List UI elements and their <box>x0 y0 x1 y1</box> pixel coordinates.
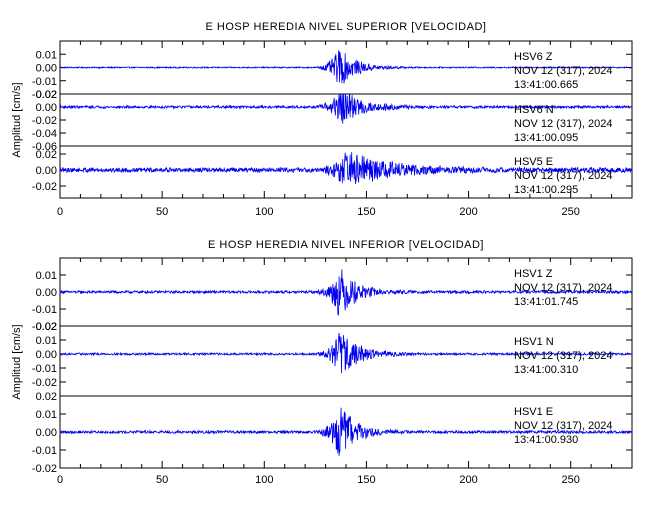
trace-hsv1-e: 0.02 0.01 0.00 -0.01 -0.02 HSV1 E NOV 12 (317)… <box>32 391 633 475</box>
date-label: NOV 12 (317), 2024 <box>514 282 612 294</box>
y-tick-label: -0.04 <box>32 128 57 140</box>
waveform-line <box>59 152 633 185</box>
trace-hsv5-e: 0.02 0.00 -0.02 HSV5 E NOV 12 (317), 2024 13:… <box>32 149 633 196</box>
date-label: NOV 12 (317), 2024 <box>514 170 612 182</box>
y-tick-label: 0.01 <box>36 335 57 347</box>
y-tick-label: 0.01 <box>36 49 57 61</box>
x-tick-label: 150 <box>357 474 375 486</box>
time-label: 13:41:00.665 <box>514 79 578 91</box>
y-tick-label: 0.00 <box>36 102 57 114</box>
date-label: NOV 12 (317), 2024 <box>514 118 612 130</box>
y-tick-label: -0.02 <box>32 321 57 333</box>
y-axis-label: Amplitud [cm/s] <box>11 82 23 157</box>
station-label: HSV1 N <box>514 336 554 348</box>
chart-title: E HOSP HEREDIA NIVEL INFERIOR [VELOCIDAD… <box>208 239 484 251</box>
date-label: NOV 12 (317), 2024 <box>514 65 612 77</box>
y-tick-label: 0.00 <box>36 165 57 177</box>
date-label: NOV 12 (317), 2024 <box>514 420 612 432</box>
time-label: 13:41:00.095 <box>514 132 578 144</box>
chart-panel-1: E HOSP HEREDIA NIVEL SUPERIOR [VELOCIDAD… <box>11 21 633 218</box>
x-tick-label: 150 <box>357 206 375 218</box>
waveform-line <box>59 93 633 124</box>
x-tick-label: 200 <box>459 206 477 218</box>
y-tick-label: -0.02 <box>32 377 57 389</box>
time-label: 13:41:00.930 <box>514 434 578 446</box>
y-tick-label: -0.01 <box>32 363 57 375</box>
y-tick-label: -0.02 <box>32 181 57 193</box>
waveform-line <box>59 49 633 84</box>
x-tick-label: 0 <box>57 206 63 218</box>
y-tick-label: 0.01 <box>36 409 57 421</box>
waveform-line <box>59 407 633 456</box>
y-tick-label: 0.02 <box>36 391 57 403</box>
y-tick-label: 0.02 <box>36 321 57 333</box>
x-tick-label: 50 <box>156 474 168 486</box>
x-tick-label: 200 <box>459 474 477 486</box>
waveform-line <box>59 269 633 316</box>
x-tick-label: 250 <box>562 474 580 486</box>
y-tick-label: 0.00 <box>36 63 57 75</box>
x-tick-label: 250 <box>562 206 580 218</box>
y-tick-label: -0.02 <box>32 463 57 475</box>
y-tick-label: -0.06 <box>32 141 57 153</box>
y-tick-label: 0.01 <box>36 270 57 282</box>
time-label: 13:41:01.745 <box>514 296 578 308</box>
y-tick-label: 0.00 <box>36 287 57 299</box>
y-tick-label: -0.02 <box>32 115 57 127</box>
time-label: 13:41:00.310 <box>514 364 578 376</box>
y-tick-label: 0.02 <box>36 149 57 161</box>
trace-hsv6-z: 0.01 0.00-0.01-0.02 HSV6 Z NOV 12 (317), 20… <box>32 49 633 101</box>
waveform-line <box>59 332 633 374</box>
chart-title: E HOSP HEREDIA NIVEL SUPERIOR [VELOCIDAD… <box>206 21 487 33</box>
y-tick-label: -0.01 <box>32 445 57 457</box>
trace-hsv1-z: 0.01 0.00 -0.01 -0.02 HSV1 Z NOV 12 (317), 20… <box>32 268 633 333</box>
y-tick-label: 0.00 <box>36 349 57 361</box>
x-tick-label: 50 <box>156 206 168 218</box>
y-tick-label: -0.01 <box>32 304 57 316</box>
station-label: HSV5 E <box>514 156 553 168</box>
time-label: 13:41:00.295 <box>514 184 578 196</box>
station-label: HSV6 Z <box>514 51 553 63</box>
y-axis-label: Amplitud [cm/s] <box>11 324 23 399</box>
station-label: HSV6 N <box>514 104 554 116</box>
chart-panel-2: E HOSP HEREDIA NIVEL INFERIOR [VELOCIDAD… <box>11 239 633 486</box>
y-tick-label: 0.00 <box>36 427 57 439</box>
x-tick-label: 100 <box>255 474 273 486</box>
x-tick-label: 100 <box>255 206 273 218</box>
station-label: HSV1 Z <box>514 268 553 280</box>
y-tick-label: 0.02 <box>36 89 57 101</box>
trace-hsv1-n: 0.02 0.01 0.00 -0.01 -0.02 HSV1 N NOV 12 (317)… <box>32 321 633 389</box>
station-label: HSV1 E <box>514 406 553 418</box>
date-label: NOV 12 (317), 2024 <box>514 350 612 362</box>
x-tick-label: 0 <box>57 474 63 486</box>
y-tick-label: -0.02 <box>32 89 57 101</box>
y-tick-label: -0.01 <box>32 76 57 88</box>
